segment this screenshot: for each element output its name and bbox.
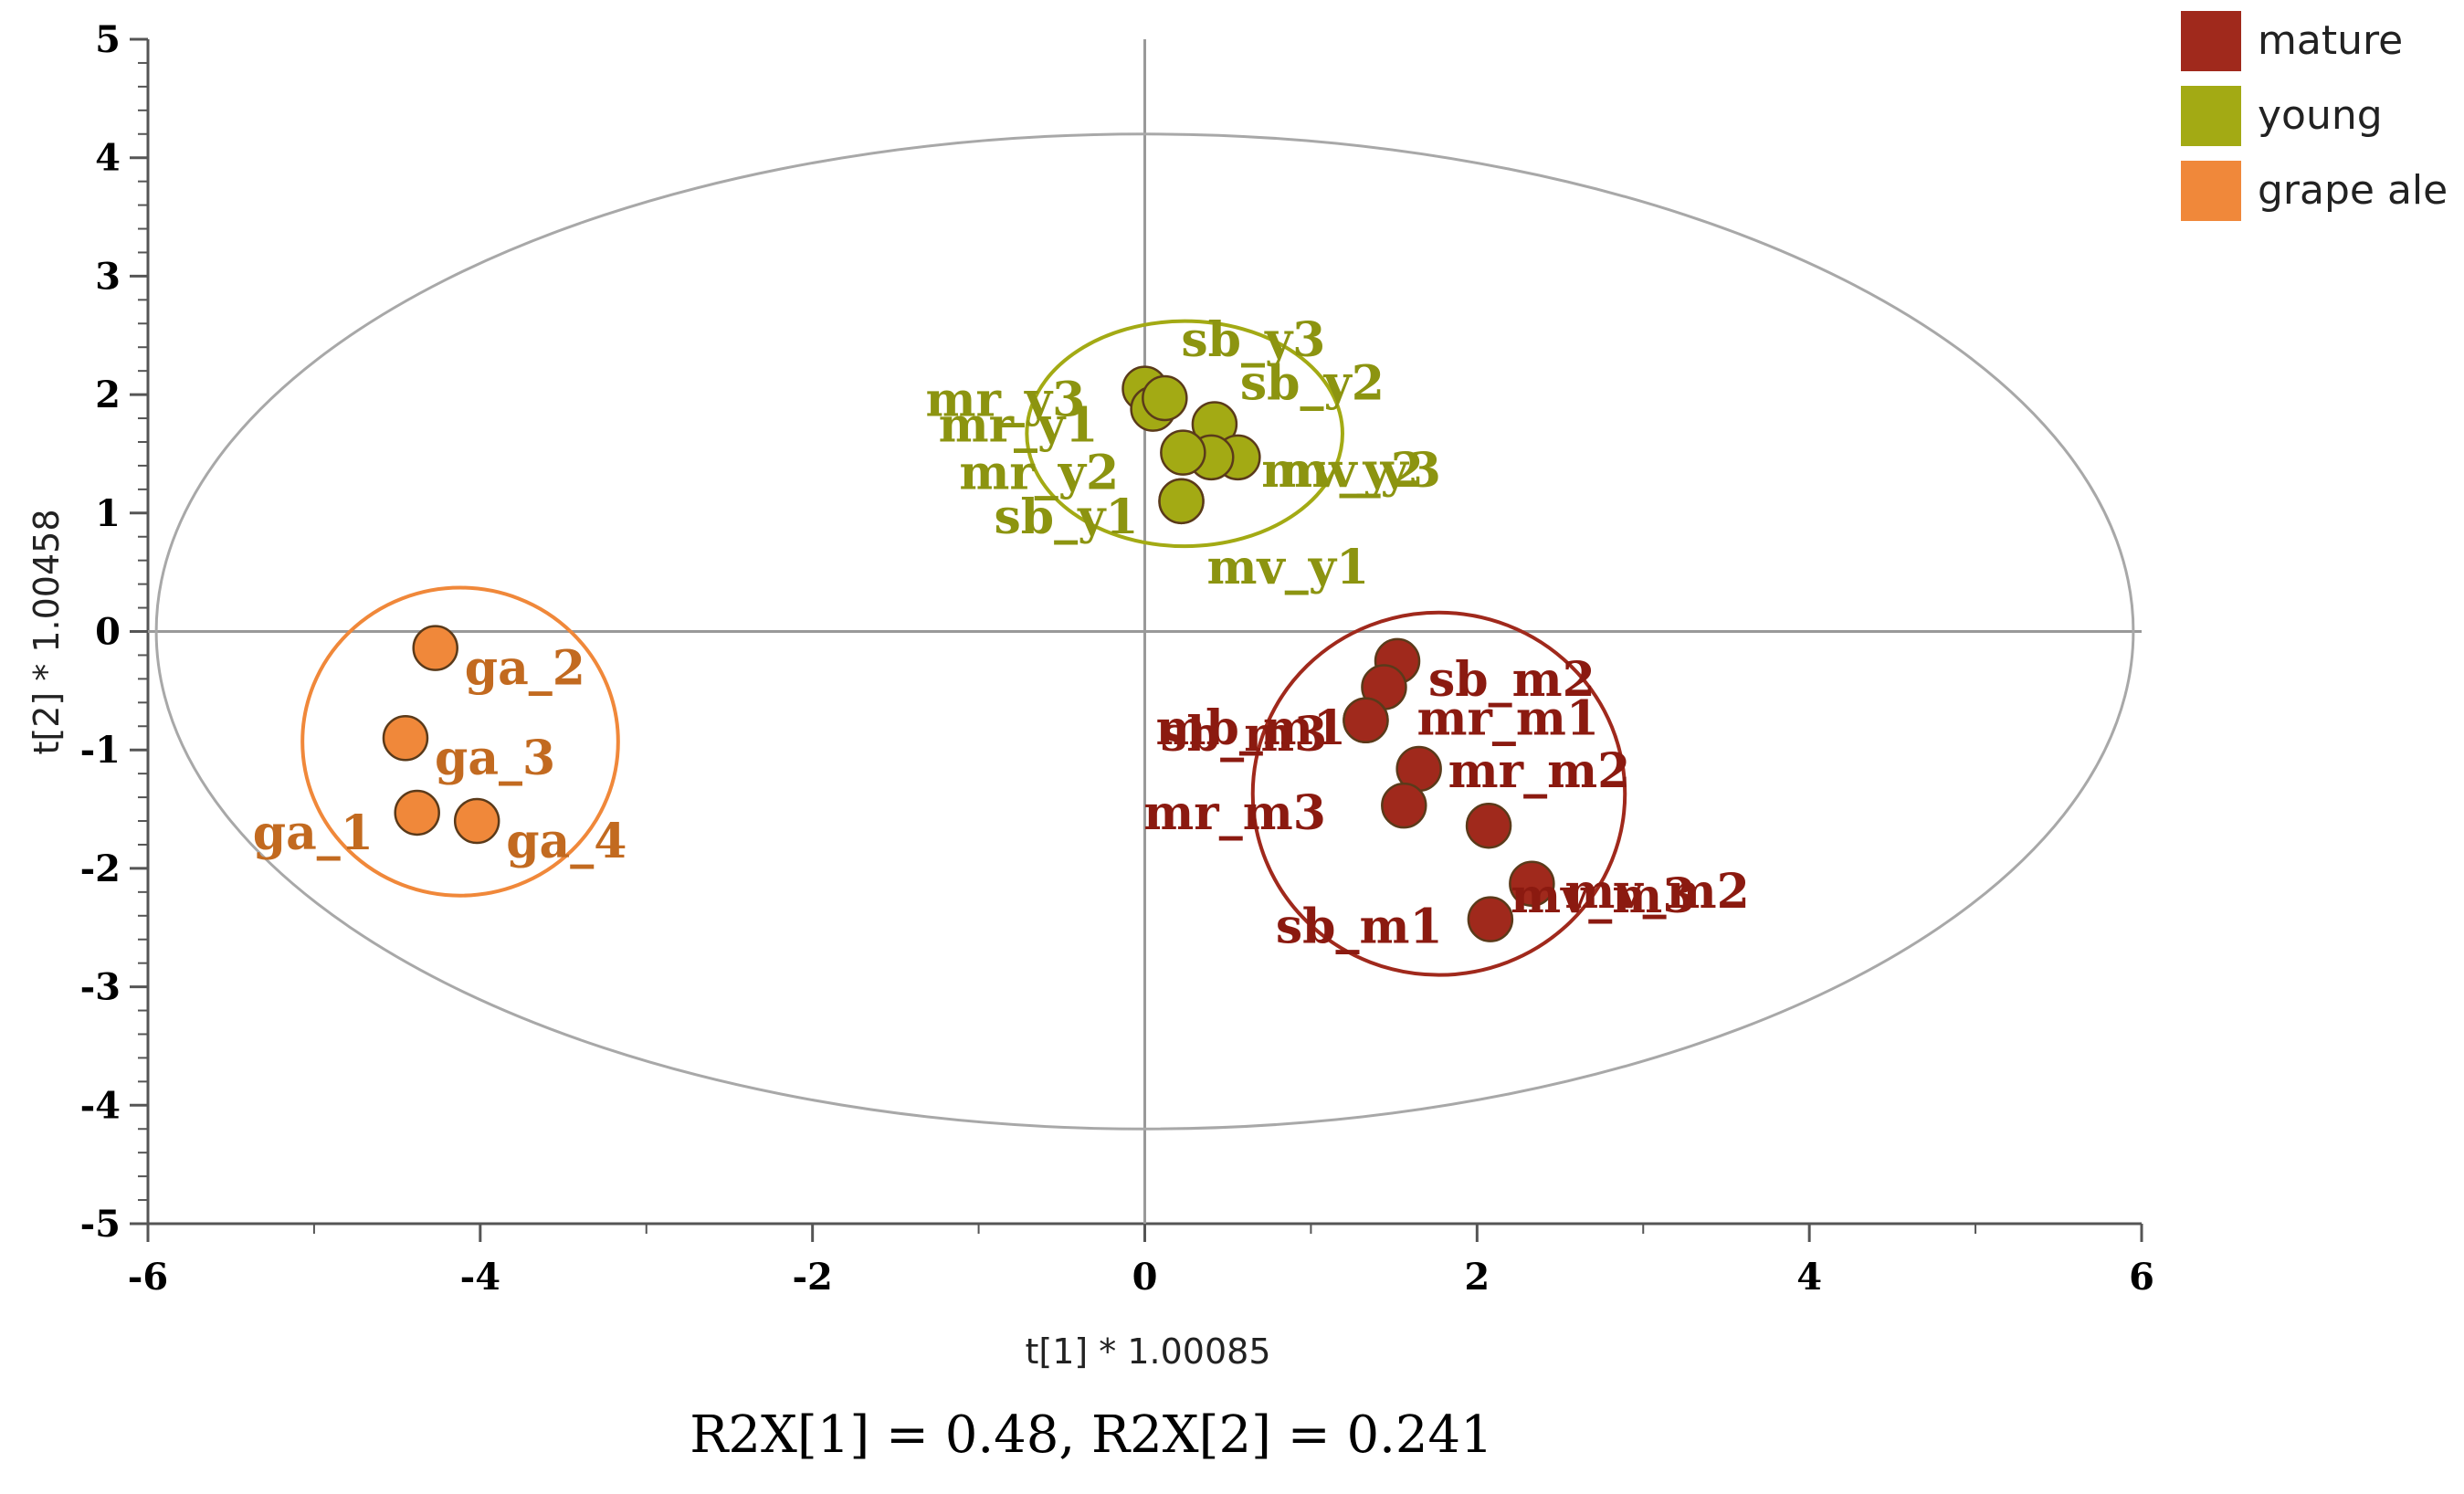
- label-mr_m2: mr_m2: [1448, 743, 1631, 799]
- legend: mature young grape ale: [2181, 11, 2448, 221]
- y-tick-label: 0: [95, 611, 121, 654]
- point-ga_2: [412, 625, 458, 671]
- point-mv_m2: [1509, 860, 1555, 908]
- label-mr_y2: mr_y2: [959, 446, 1119, 501]
- label-mv_y1: mv_y1: [1207, 540, 1370, 595]
- axis-ticks: -6 -4 -2 0 2 4 6 5 4 3 2 1 0 -1 -2 -3 -4 -5: [80, 18, 2154, 1299]
- y-tick-label: 2: [95, 374, 121, 416]
- y-tick-label: -2: [80, 847, 121, 890]
- point-mr_m3: [1381, 782, 1427, 829]
- label-sb_y2: sb_y2: [1240, 356, 1385, 412]
- y-tick-label: -1: [80, 729, 121, 772]
- label-sb_y1: sb_y1: [995, 489, 1139, 545]
- label-ga_1: ga_1: [253, 805, 374, 861]
- y-tick-label: -5: [80, 1203, 121, 1246]
- x-tick-label: -2: [792, 1256, 832, 1299]
- y-tick-label: 3: [95, 255, 121, 298]
- legend-label-young: young: [2258, 92, 2383, 139]
- y-tick-label: 1: [95, 492, 121, 535]
- label-sb_m2: sb_m2: [1428, 652, 1595, 708]
- label-ga_4: ga_4: [506, 814, 627, 869]
- x-tick-label: -6: [128, 1256, 168, 1299]
- x-axis-title: t[1] * 1.00085: [1025, 1331, 1270, 1372]
- x-tick-label: -4: [460, 1256, 500, 1299]
- point-mv_y1: [1158, 478, 1205, 525]
- point-sb_m1: [1467, 896, 1514, 942]
- data-points: [382, 365, 1555, 942]
- label-ga_3: ga_3: [435, 731, 555, 786]
- point-sb_m3: [1343, 697, 1389, 744]
- y-tick-label: 4: [95, 137, 121, 180]
- label-sb_m3: sb_m3: [1160, 707, 1327, 763]
- label-mr_y3: mr_y3: [926, 373, 1086, 428]
- label-mb_m1: mb_m1: [1155, 700, 1346, 756]
- label-mr_m1: mr_m1: [1416, 690, 1599, 746]
- label-sb_m1: sb_m1: [1276, 900, 1443, 955]
- point-ga_1: [394, 789, 440, 836]
- legend-swatch-young: [2181, 86, 2241, 146]
- legend-label-mature: mature: [2258, 17, 2403, 64]
- x-tick-label: 6: [2129, 1256, 2154, 1299]
- group-circle-grape-ale: [300, 585, 620, 898]
- point-ga_3: [382, 714, 429, 762]
- x-tick-label: 4: [1796, 1256, 1822, 1299]
- label-mr_m3: mr_m3: [1143, 785, 1326, 841]
- legend-swatch-mature: [2181, 11, 2241, 71]
- group-circle-mature: [1250, 610, 1627, 977]
- x-tick-label: 2: [1464, 1256, 1490, 1299]
- point-mv_m3: [1465, 802, 1512, 849]
- legend-swatch-grape-ale: [2181, 161, 2241, 221]
- group-circle-young: [1025, 319, 1344, 549]
- label-mv_y2: mv_y2: [1261, 443, 1424, 499]
- x-tick-label: 0: [1132, 1256, 1158, 1299]
- y-tick-label: -3: [80, 966, 121, 1009]
- point-sb_y3: [1142, 374, 1188, 422]
- r2x-footer: R2X[1] = 0.48, R2X[2] = 0.241: [690, 1405, 1493, 1465]
- label-mv_m2: mv_m2: [1564, 864, 1749, 920]
- y-tick-label: 5: [95, 18, 121, 61]
- label-ga_2: ga_2: [465, 641, 585, 697]
- legend-label-grape-ale: grape ale: [2258, 167, 2448, 214]
- label-mr_y1: mr_y1: [939, 398, 1099, 454]
- label-mv_m3: mv_m3: [1511, 868, 1695, 924]
- point-ga_4: [453, 797, 500, 845]
- hotelling-t2-ellipse: [154, 132, 2135, 1131]
- point-mr_y2: [1160, 429, 1206, 476]
- label-sb_y3: sb_y3: [1181, 312, 1325, 368]
- label-mv_y3: mv_y3: [1279, 443, 1441, 499]
- y-axis-title: t[2] * 1.00458: [26, 509, 67, 754]
- y-tick-label: -4: [80, 1084, 121, 1127]
- confidence-ellipses: [154, 132, 2135, 1131]
